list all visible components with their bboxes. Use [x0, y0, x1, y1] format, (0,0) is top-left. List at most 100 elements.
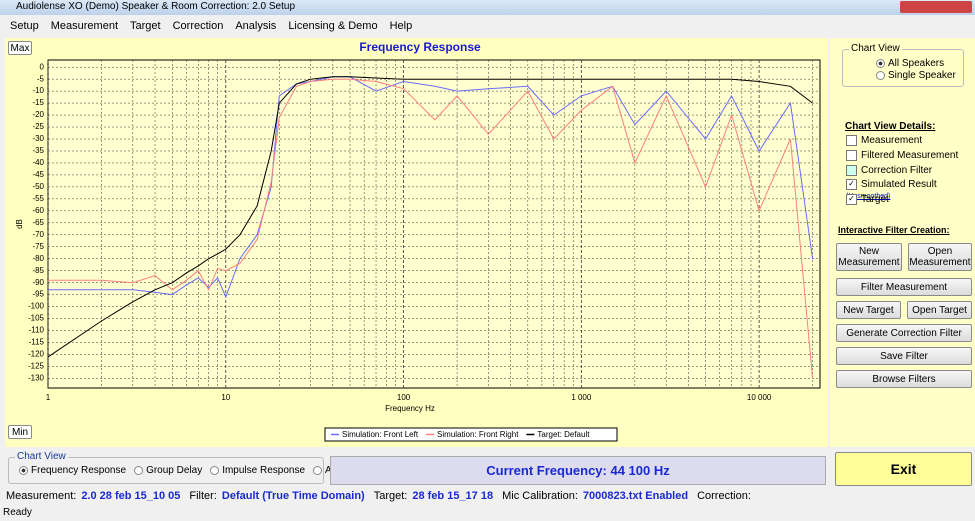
- radio-row: Frequency Response Group Delay Impulse R…: [19, 465, 336, 476]
- link[interactable]: (Unsmoothed): [846, 193, 891, 201]
- y-tick-label: -75: [32, 242, 44, 251]
- button[interactable]: Open Measurement: [908, 243, 972, 271]
- y-tick-label: -20: [32, 110, 44, 119]
- right-panel: Chart View All Speakers Single Speaker C…: [830, 38, 975, 447]
- y-tick-label: -110: [29, 326, 45, 335]
- x-tick-label: 1: [46, 393, 51, 402]
- menu-item[interactable]: Correction: [172, 19, 224, 32]
- y-tick-label: -65: [32, 218, 44, 227]
- section-title: Chart View Details:: [845, 121, 936, 132]
- section-title: Interactive Filter Creation:: [838, 225, 950, 235]
- button[interactable]: New Target: [836, 301, 901, 319]
- menu-item[interactable]: Analysis: [235, 19, 277, 32]
- current-frequency: Current Frequency: 44 100 Hz: [330, 456, 826, 485]
- status-value: 28 feb 15_17 18: [412, 490, 494, 502]
- radio-label: All Speakers: [888, 58, 945, 69]
- x-tick-label: 10: [221, 393, 230, 402]
- checkbox-label: Correction Filter: [861, 165, 933, 177]
- y-tick-label: -40: [32, 158, 44, 167]
- max-button[interactable]: Max: [8, 41, 32, 55]
- y-tick-label: -50: [32, 182, 44, 191]
- radio[interactable]: Impulse Response: [210, 465, 305, 476]
- menu-item[interactable]: Target: [130, 19, 161, 32]
- x-tick-label: 1 000: [571, 393, 592, 402]
- menu-item[interactable]: Licensing & Demo: [288, 19, 378, 32]
- title-bar: Audiolense XO (Demo) Speaker & Room Corr…: [0, 0, 975, 15]
- status-label: Target:: [373, 490, 408, 502]
- y-tick-label: -70: [32, 230, 44, 239]
- y-tick-label: -5: [37, 74, 45, 83]
- y-tick-label: -130: [28, 374, 45, 383]
- y-tick-label: -85: [32, 266, 44, 275]
- button[interactable]: Browse Filters: [836, 370, 972, 388]
- radio[interactable]: Single Speaker: [876, 70, 956, 81]
- radio[interactable]: Group Delay: [134, 465, 202, 476]
- y-tick-label: -15: [32, 98, 44, 107]
- button[interactable]: Generate Correction Filter: [836, 324, 972, 342]
- status-label: Measurement:: [6, 490, 77, 502]
- y-tick-label: -95: [32, 290, 44, 299]
- series-line: [47, 76, 813, 358]
- series-line: [48, 78, 814, 379]
- chart-view-group: Chart View All Speakers Single Speaker: [842, 43, 964, 87]
- window-controls[interactable]: [900, 1, 972, 13]
- button[interactable]: New Measurement: [836, 243, 902, 271]
- window-title: Audiolense XO (Demo) Speaker & Room Corr…: [16, 1, 296, 12]
- y-tick-label: -25: [32, 122, 44, 131]
- x-axis-label: Frequency Hz: [385, 404, 435, 413]
- y-tick-label: -105: [28, 314, 45, 323]
- status-value: 7000823.txt Enabled: [582, 490, 689, 502]
- y-tick-label: -90: [32, 278, 44, 287]
- status-value: 2.0 28 feb 15_10 05: [81, 490, 181, 502]
- group-title: Chart View: [15, 451, 68, 462]
- y-tick-label: -120: [28, 350, 45, 359]
- button[interactable]: Save Filter: [836, 347, 972, 365]
- status-label: Filter:: [189, 490, 217, 502]
- status-ready: Ready: [3, 507, 32, 518]
- status-label: Mic Calibration:: [502, 490, 578, 502]
- y-tick-label: -35: [32, 146, 44, 155]
- radio[interactable]: All Speakers: [876, 58, 944, 69]
- radio-label: Group Delay: [146, 465, 203, 476]
- menu-bar: Setup Measurement Target Correction Analysis…: [0, 17, 975, 34]
- chart: Frequency Response Frequency Hz dB Simul…: [5, 38, 828, 447]
- y-axis-label: dB: [15, 219, 24, 229]
- button[interactable]: Open Target: [907, 301, 972, 319]
- menu-item[interactable]: Measurement: [50, 19, 119, 32]
- checkbox-label: Simulated Result: [861, 179, 937, 191]
- y-tick-label: 0: [40, 62, 45, 71]
- radio-label: Frequency Response: [31, 465, 127, 476]
- min-button[interactable]: Min: [8, 425, 32, 439]
- y-tick-label: -10: [32, 86, 44, 95]
- y-tick-label: -55: [32, 194, 44, 203]
- y-tick-label: -115: [29, 338, 45, 347]
- checkbox[interactable]: ✓ Simulated Result (Unsmoothed): [846, 179, 937, 201]
- menu-item[interactable]: Help: [389, 19, 413, 32]
- radio[interactable]: Frequency Response: [19, 465, 126, 476]
- checkbox[interactable]: ✓ Target: [846, 194, 889, 205]
- checkbox[interactable]: Measurement: [846, 135, 922, 146]
- chart-title: Frequency Response: [359, 40, 481, 54]
- checkbox[interactable]: Correction Filter: [846, 165, 932, 176]
- plot-area: [47, 59, 821, 389]
- y-tick-label: -60: [32, 206, 44, 215]
- checkbox-label: Measurement: [861, 135, 923, 147]
- checkbox-label: Target: [861, 194, 889, 206]
- button[interactable]: Filter Measurement: [836, 278, 972, 296]
- menu-item[interactable]: Setup: [10, 19, 39, 32]
- legend-label: Target: Default: [537, 430, 590, 439]
- y-tick-label: -125: [28, 362, 45, 371]
- status-label: Correction:: [697, 490, 751, 502]
- x-tick-label: 10 000: [747, 393, 772, 402]
- checkbox[interactable]: Filtered Measurement: [846, 150, 958, 161]
- status-line: Measurement: 2.0 28 feb 15_10 05 Filter: D…: [6, 490, 751, 502]
- status-value: Default (True Time Domain): [221, 490, 365, 502]
- exit-button[interactable]: Exit: [835, 452, 972, 486]
- y-tick-label: -30: [32, 134, 44, 143]
- y-tick-label: -100: [28, 302, 45, 311]
- legend-label: Simulation: Front Left: [342, 430, 419, 439]
- legend-label: Simulation: Front Right: [437, 430, 519, 439]
- legend-box: [324, 427, 618, 442]
- chart-view-group: Chart View Frequency Response Group Dela…: [8, 451, 336, 484]
